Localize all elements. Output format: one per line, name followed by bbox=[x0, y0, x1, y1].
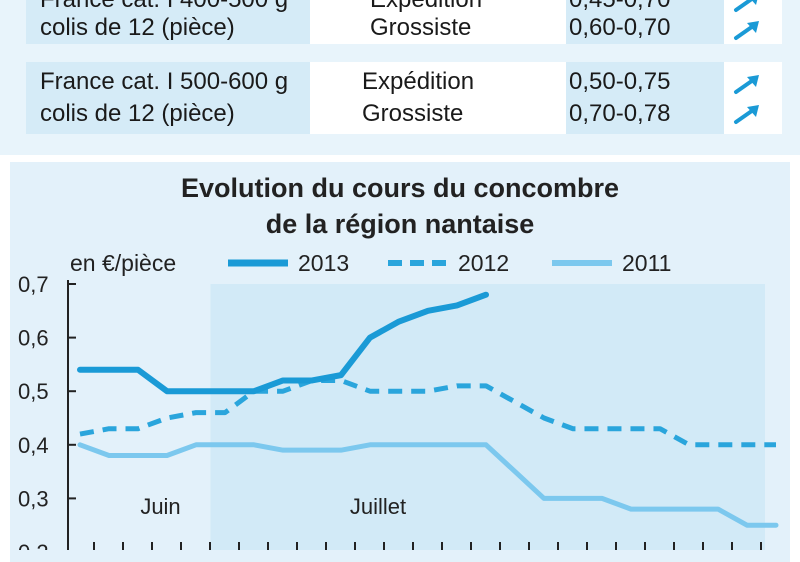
market-stage: Grossiste bbox=[370, 14, 472, 41]
stage-cell bbox=[326, 0, 550, 44]
product-packaging: colis de 12 (pièce) bbox=[40, 100, 235, 127]
table-row: France cat. I 400-500 g colis de 12 (piè… bbox=[26, 0, 782, 44]
series-line-2011 bbox=[77, 442, 779, 528]
y-tick-label: 0,6 bbox=[18, 326, 49, 351]
y-tick-label: 0,2 bbox=[18, 540, 49, 550]
price-range: 0,70-0,78 bbox=[569, 100, 671, 127]
legend-label-2013: 2013 bbox=[298, 250, 349, 276]
month-labels: Juin Juillet bbox=[140, 494, 406, 519]
chart-subtitle: de la région nantaise bbox=[266, 209, 535, 239]
market-stage: Expédition bbox=[370, 0, 482, 14]
product-name: France cat. I 500-600 g bbox=[40, 68, 289, 95]
series-line-2013 bbox=[77, 291, 489, 395]
legend: 2013 2012 2011 bbox=[228, 250, 671, 276]
trend-up-icon bbox=[734, 75, 759, 94]
price-evolution-chart: Evolution du cours du concombre de la ré… bbox=[18, 173, 779, 550]
chart-title: Evolution du cours du concombre bbox=[181, 173, 619, 203]
trend-cell bbox=[736, 0, 782, 44]
product-name: France cat. I 400-500 g bbox=[40, 0, 288, 14]
y-tick-label: 0,7 bbox=[18, 272, 49, 297]
price-range: 0,60-0,70 bbox=[569, 14, 671, 41]
y-axis: 0,7 0,6 0,5 0,4 0,3 0,2 bbox=[18, 272, 76, 550]
market-stage: Grossiste bbox=[362, 100, 464, 127]
month-label: Juin bbox=[140, 494, 180, 519]
month-label: Juillet bbox=[350, 494, 406, 519]
product-cell bbox=[26, 0, 310, 44]
trend-cell bbox=[736, 62, 782, 134]
market-stage: Expédition bbox=[362, 68, 475, 95]
price-cell bbox=[566, 62, 724, 134]
trend-up-icon bbox=[734, 105, 759, 124]
legend-label-2011: 2011 bbox=[622, 250, 671, 276]
y-tick-label: 0,3 bbox=[18, 486, 49, 511]
product-cell bbox=[26, 62, 310, 134]
product-packaging: colis de 12 (pièce) bbox=[40, 14, 235, 41]
price-range: 0,45-0,70 bbox=[569, 0, 670, 14]
trend-up-icon bbox=[734, 21, 759, 40]
price-table: France cat. I 400-500 g colis de 12 (piè… bbox=[0, 0, 800, 155]
y-axis-label: en €/pièce bbox=[70, 250, 176, 276]
y-tick-label: 0,5 bbox=[18, 379, 49, 404]
price-range: 0,50-0,75 bbox=[569, 68, 671, 95]
series-line-2012 bbox=[79, 377, 776, 448]
series-lines bbox=[77, 291, 779, 528]
x-axis bbox=[93, 542, 762, 550]
y-tick-label: 0,4 bbox=[18, 433, 49, 458]
price-cell bbox=[566, 0, 724, 44]
stage-cell bbox=[326, 62, 550, 134]
table-row: France cat. I 500-600 g colis de 12 (piè… bbox=[26, 62, 782, 134]
trend-up-icon bbox=[734, 0, 758, 12]
month-shading bbox=[210, 284, 765, 550]
legend-label-2012: 2012 bbox=[458, 250, 509, 276]
